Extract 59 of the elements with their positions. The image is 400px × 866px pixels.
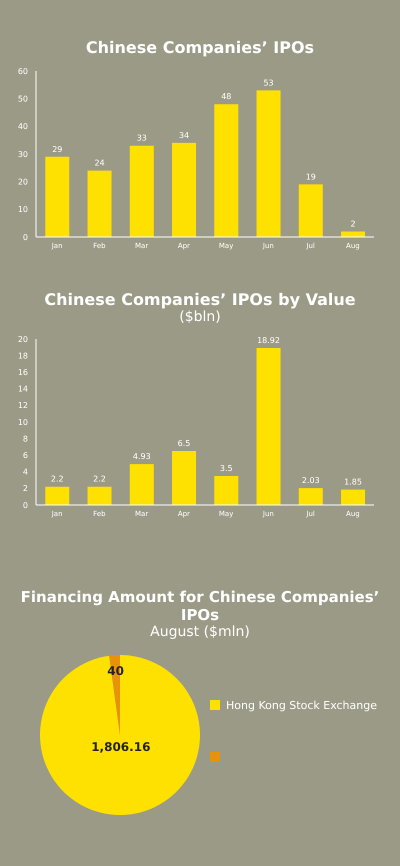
chart-subtitle: ($bln) [178, 309, 222, 325]
bar [341, 231, 366, 237]
bar [214, 476, 238, 505]
y-tick-label: 0 [22, 500, 28, 510]
data-label: 29 [52, 144, 62, 154]
data-label: 33 [136, 134, 147, 143]
data-label: 2.03 [302, 476, 320, 486]
chart-title: Financing Amount for Chinese Companies’ IPOs [20, 588, 380, 624]
data-label: 1.85 [344, 478, 362, 487]
y-tick-label: 16 [18, 368, 28, 378]
bar [130, 464, 154, 505]
y-tick-label: 0 [22, 232, 28, 242]
y-tick-label: 40 [18, 122, 28, 132]
bar [172, 451, 196, 505]
data-label: 2 [350, 219, 356, 228]
data-label: 19 [306, 172, 316, 182]
bar [45, 486, 70, 505]
data-label: 53 [263, 78, 274, 88]
bar [298, 184, 323, 237]
legend-label: Hong Kong Stock Exchange [226, 698, 377, 712]
y-tick-label: 20 [18, 178, 28, 187]
chart-title: Chinese Companies’ IPOs [84, 38, 316, 57]
y-tick-label: 6 [22, 451, 28, 460]
y-tick-label: 2 [22, 484, 28, 494]
y-tick-label: 30 [18, 150, 28, 159]
chart-title: Chinese Companies’ IPOs by Value [43, 290, 357, 309]
y-tick-label: 8 [22, 434, 28, 444]
data-label: 34 [178, 130, 190, 140]
bar [298, 488, 323, 505]
bar [130, 146, 154, 237]
data-label: 18.92 [257, 336, 280, 345]
y-tick-label: 12 [18, 401, 28, 410]
data-label: 1,806.16 [91, 740, 150, 754]
y-tick-label: 20 [18, 334, 28, 344]
data-label: 48 [221, 92, 232, 102]
y-tick-label: 18 [18, 351, 28, 360]
pie-slice [40, 655, 200, 815]
bar [88, 486, 112, 505]
y-tick-label: 4 [22, 468, 28, 477]
y-tick-label: 14 [18, 384, 28, 394]
y-tick-label: 60 [18, 66, 28, 76]
y-tick-label: 10 [18, 418, 28, 427]
bar [341, 490, 366, 505]
bar [88, 170, 112, 237]
bar [172, 142, 196, 237]
bar [256, 348, 281, 505]
data-label: 2.2 [93, 474, 106, 484]
data-label: 3.5 [220, 464, 233, 473]
bar [45, 156, 70, 237]
y-tick-label: 10 [18, 205, 28, 214]
y-tick-label: 50 [18, 94, 28, 104]
data-label: 6.5 [178, 439, 190, 448]
data-label: 24 [94, 158, 105, 168]
bar [214, 104, 238, 237]
data-label: 40 [107, 664, 124, 678]
chart-subtitle: August ($mln) [149, 624, 251, 640]
data-label: 2.2 [50, 474, 64, 484]
data-label: 4.93 [132, 452, 151, 462]
bar [256, 90, 281, 237]
